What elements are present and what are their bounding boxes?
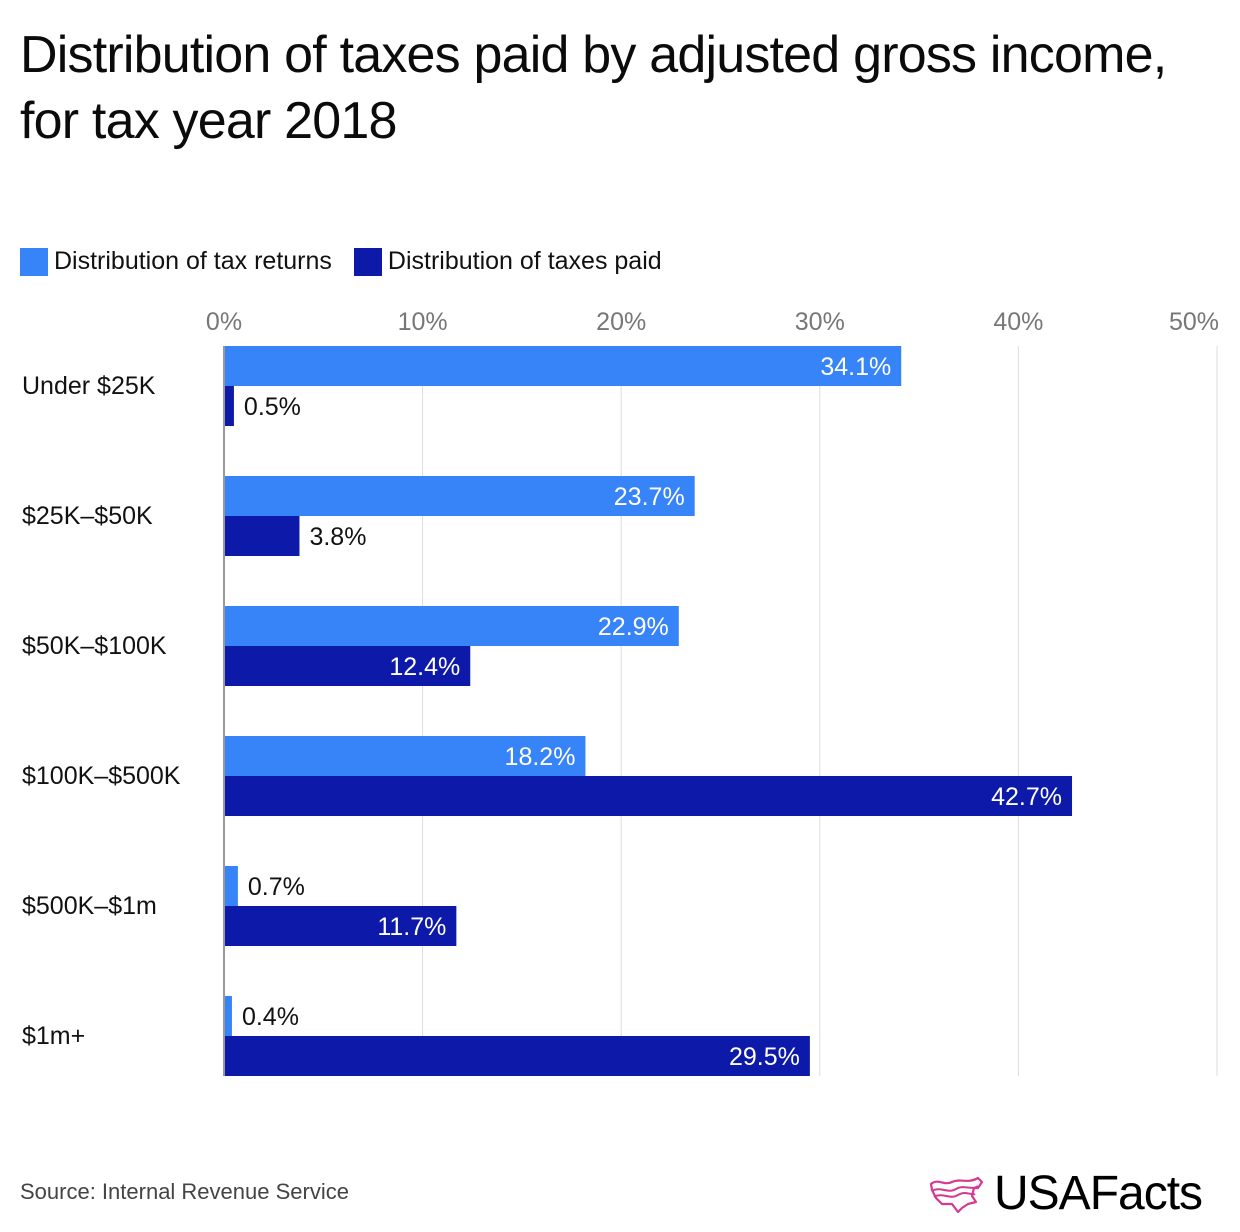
data-label: 22.9% [598,613,669,641]
bar [224,516,300,556]
chart-title: Distribution of taxes paid by adjusted g… [20,26,1167,150]
x-tick-label: 10% [398,308,448,336]
brand-name: USAFacts [994,1167,1203,1220]
bar [224,776,1073,816]
category-label: $1m+ [22,1022,85,1050]
bar [224,906,457,946]
category-label: $100K–$500K [22,762,181,790]
data-label: 0.5% [244,393,301,421]
bar [224,606,679,646]
bar [224,386,234,426]
bar [224,476,695,516]
data-label: 0.4% [242,1003,299,1031]
bar [224,646,471,686]
category-label: Under $25K [22,372,156,400]
data-label: 42.7% [991,783,1062,811]
bar [224,866,238,906]
x-tick-label: 20% [596,308,646,336]
usa-map-flag-icon [929,1176,984,1213]
legend-label-taxes: Distribution of taxes paid [387,247,662,275]
data-label: 3.8% [309,523,366,551]
legend-swatch-returns [20,247,48,276]
legend-swatch-taxes [353,247,382,276]
category-label: $500K–$1m [22,892,157,920]
data-label: 29.5% [729,1043,800,1071]
bar [224,346,902,386]
bar [224,736,586,776]
data-label: 23.7% [614,483,685,511]
data-label: 11.7% [377,913,446,941]
legend-label-returns: Distribution of tax returns [54,247,332,275]
legend-item-returns: Distribution of tax returns [20,247,332,276]
source-note: Source: Internal Revenue Service [20,1179,349,1204]
x-tick-label: 50% [1169,308,1219,336]
x-tick-label: 0% [206,308,242,336]
brand-logo: USAFacts [928,1166,1203,1221]
data-label: 34.1% [820,353,891,381]
bar [224,1036,810,1076]
category-label: $25K–$50K [22,502,153,530]
data-label: 18.2% [505,743,576,771]
legend: Distribution of tax returns Distribution… [20,247,684,276]
bar [224,996,232,1036]
category-label: $50K–$100K [22,632,167,660]
x-tick-label: 30% [795,308,845,336]
x-tick-label: 40% [993,308,1043,336]
data-label: 0.7% [248,873,305,901]
data-label: 12.4% [389,653,460,681]
legend-item-taxes: Distribution of taxes paid [353,247,662,276]
